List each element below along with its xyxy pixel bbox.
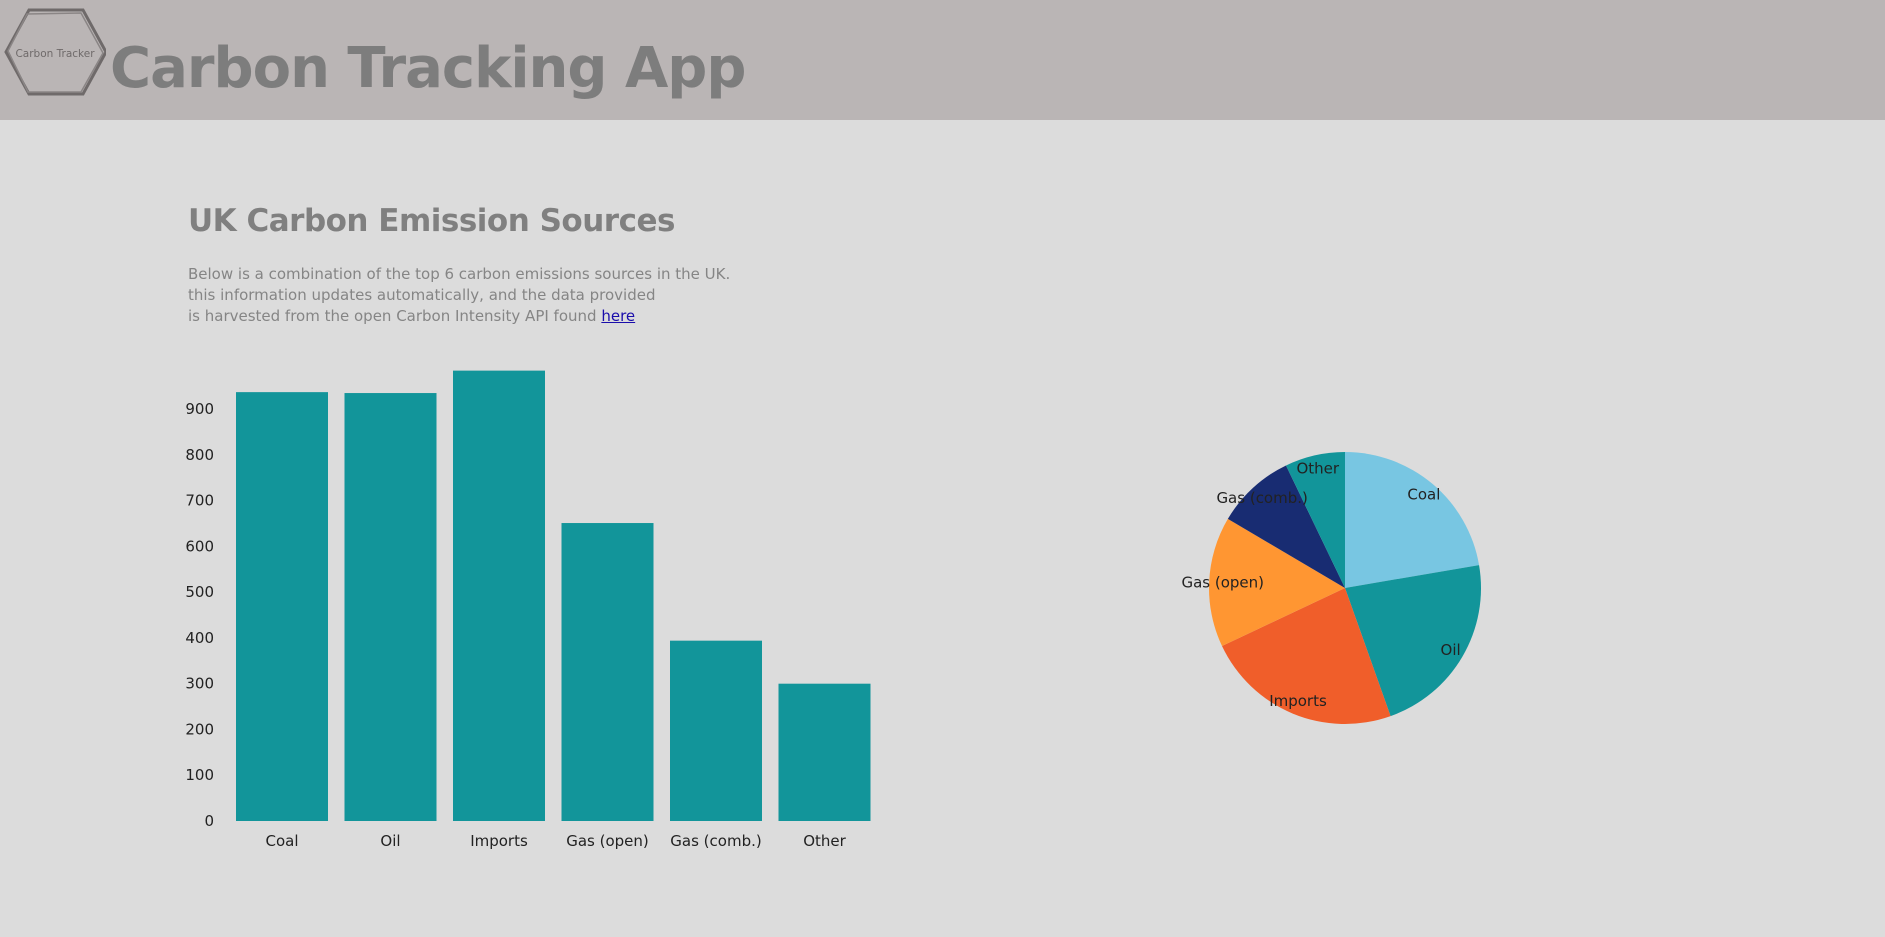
bar-coal[interactable] [236,392,328,821]
pie-slice-label: Coal [1407,485,1440,503]
logo-text: Carbon Tracker [15,48,95,60]
pie-slice-label: Gas (open) [1181,573,1264,591]
description-line-2: this information updates automatically, … [188,286,656,304]
description-line-3: is harvested from the open Carbon Intens… [188,307,597,325]
y-tick-label: 600 [185,537,214,555]
y-tick-label: 900 [185,400,214,418]
y-tick-label: 700 [185,492,214,510]
x-tick-label: Other [803,832,846,850]
y-tick-label: 800 [185,446,214,464]
pie-slice-label: Oil [1441,641,1461,659]
x-tick-label: Gas (open) [566,832,649,850]
y-tick-label: 200 [185,720,214,738]
api-source-link[interactable]: here [601,307,636,325]
x-tick-label: Imports [470,832,528,850]
bar-other[interactable] [778,683,871,821]
bar-gas-comb[interactable] [670,640,762,821]
pie-slice-label: Gas (comb.) [1216,489,1307,507]
hexagon-logo-icon: Carbon Tracker [4,8,106,96]
pie-slice-gas-comb[interactable] [1227,465,1345,588]
y-tick-label: 400 [185,629,214,647]
x-tick-label: Coal [265,832,298,850]
pie-slice-oil[interactable] [1345,565,1481,717]
section-heading: UK Carbon Emission Sources [188,203,675,239]
emissions-pie-chart: Coal Oil Imports Gas (open) Gas (comb.) Other [1181,452,1481,724]
y-tick-label: 100 [185,766,214,784]
description: Below is a combination of the top 6 carb… [188,264,748,327]
pie-slice-gas-open[interactable] [1209,518,1345,647]
pie-slice-other[interactable] [1286,452,1345,588]
y-tick-label: 500 [185,583,214,601]
description-line-1: Below is a combination of the top 6 carb… [188,265,731,283]
app-title: Carbon Tracking App [110,36,746,101]
y-tick-label: 0 [204,812,214,830]
pie-slice-imports[interactable] [1222,588,1391,724]
pie-slice-label: Other [1296,460,1339,478]
x-tick-label: Oil [380,832,400,850]
x-tick-label: Gas (comb.) [670,832,761,850]
y-tick-label: 300 [185,675,214,693]
carbon-tracker-logo[interactable]: Carbon Tracker [2,6,106,98]
bar-gas-open[interactable] [561,523,654,821]
pie-slice-label: Imports [1269,692,1327,710]
bar-oil[interactable] [344,393,437,821]
pie-slice-coal[interactable] [1345,452,1480,588]
bar-imports[interactable] [453,370,545,821]
emissions-bar-chart: 0 100 200 300 400 500 600 700 800 900 Coal Oil Impor… [185,370,871,850]
app-header: Carbon Tracker Carbon Tracking App [0,0,1885,120]
